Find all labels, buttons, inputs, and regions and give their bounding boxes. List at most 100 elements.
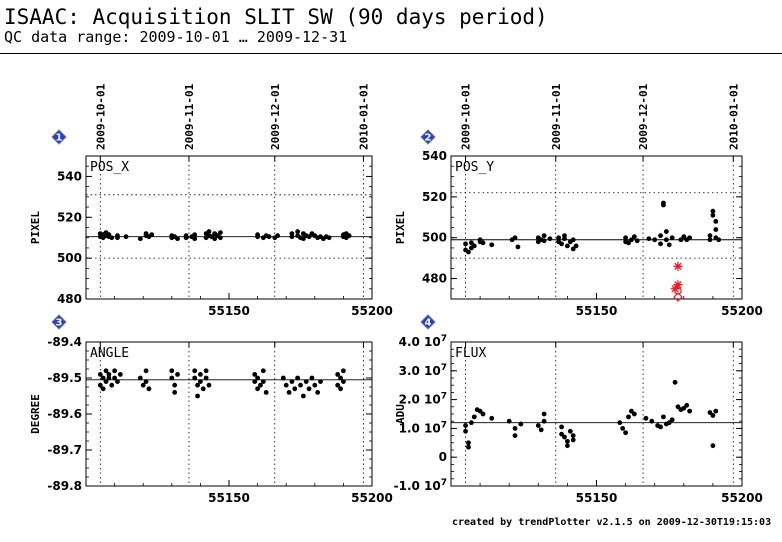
data-point	[315, 390, 321, 395]
data-point	[466, 440, 471, 446]
data-point	[312, 382, 318, 388]
data-point	[255, 386, 260, 392]
data-point	[707, 233, 713, 239]
data-point	[286, 390, 292, 395]
data-point	[710, 208, 716, 214]
data-point	[713, 218, 719, 224]
panel-title: POS_X	[90, 160, 129, 175]
data-point	[149, 232, 155, 238]
data-point	[298, 382, 303, 388]
y-tick-label: 520	[57, 210, 82, 224]
page-subtitle: QC data range: 2009-10-01 … 2009-12-31	[4, 28, 348, 46]
data-point	[570, 237, 576, 243]
data-point	[661, 414, 666, 420]
y-tick-label: 1.0 107	[399, 420, 447, 435]
data-point	[663, 229, 669, 234]
data-point	[556, 235, 562, 241]
data-point	[713, 408, 719, 414]
data-point	[570, 246, 576, 252]
data-point	[306, 234, 312, 240]
data-point	[175, 372, 180, 377]
data-point	[471, 243, 477, 249]
badge-diamond-icon	[420, 129, 436, 145]
data-point	[559, 424, 564, 430]
data-point	[143, 368, 149, 374]
x-tick-label: 55200	[721, 491, 763, 505]
y-tick-label: 480	[57, 292, 82, 306]
data-point	[629, 237, 634, 243]
data-point	[669, 235, 675, 241]
data-point	[212, 236, 218, 242]
chart-panel-4: -1.0 107 0 1.0 107 2.0 107 3.0 107 4.0 107 551…	[394, 314, 763, 505]
data-point	[626, 414, 631, 420]
data-point	[620, 426, 626, 431]
data-point	[306, 386, 312, 392]
data-point	[255, 375, 260, 381]
data-point	[295, 375, 301, 381]
x-tick-label: 55150	[208, 304, 250, 318]
data-point	[335, 382, 341, 388]
data-point	[218, 230, 223, 236]
data-point	[103, 379, 109, 384]
chart-panel-1: 2009-10-01 2009-11-01 2009-12-01 2010-01-01…	[29, 83, 393, 318]
data-point	[506, 418, 512, 424]
data-point	[97, 382, 103, 388]
panel-title: POS_Y	[455, 160, 494, 175]
data-point	[106, 232, 112, 238]
date-tick-label: 2009-11-01	[550, 83, 563, 150]
data-point	[172, 382, 178, 388]
data-point	[318, 379, 323, 384]
data-point	[303, 379, 309, 384]
data-point	[666, 242, 672, 248]
data-point	[198, 379, 203, 384]
y-tick-label: 540	[422, 149, 447, 163]
data-point	[687, 235, 693, 241]
data-point	[289, 234, 295, 240]
panel-badge-1: 1	[51, 129, 67, 145]
date-tick-label: 2009-10-01	[94, 83, 107, 150]
data-point	[143, 379, 149, 384]
badge-number: 1	[56, 133, 63, 144]
data-point	[192, 232, 198, 238]
date-tick-label: 2009-12-01	[269, 83, 282, 150]
data-point	[565, 443, 570, 449]
data-point	[541, 238, 547, 244]
data-point	[300, 236, 306, 242]
x-tick-label: 55200	[721, 304, 763, 318]
y-axis-label: ADU	[394, 404, 407, 424]
data-point	[283, 382, 289, 388]
data-point	[275, 233, 281, 239]
data-point	[106, 375, 112, 381]
data-point	[169, 375, 175, 381]
data-point	[678, 237, 684, 243]
data-point	[649, 418, 655, 424]
plot-frame	[450, 155, 743, 300]
data-point	[258, 382, 263, 388]
data-point	[631, 234, 637, 240]
outlier-star-marker	[673, 261, 683, 271]
data-point	[300, 393, 306, 399]
badge-diamond-icon	[51, 129, 67, 145]
data-point	[146, 386, 152, 392]
data-point	[112, 375, 117, 381]
data-point	[109, 235, 115, 241]
data-point	[112, 368, 117, 374]
panel-title: ANGLE	[90, 346, 129, 361]
chart-panel-2: 2009-10-01 2009-11-01 2009-12-01 2010-01-01…	[394, 83, 763, 318]
data-point	[617, 420, 623, 426]
data-point	[710, 212, 716, 218]
x-tick-label: 55200	[351, 491, 393, 505]
footer-credit: created by trendPlotter v2.1.5 on 2009-1…	[452, 517, 772, 528]
data-point	[681, 234, 687, 240]
y-tick-label: 500	[422, 231, 447, 245]
date-tick-label: 2009-11-01	[183, 83, 196, 150]
page-title: ISAAC: Acquisition SLIT SW (90 days peri…	[4, 5, 548, 29]
data-point	[710, 443, 716, 449]
data-point	[97, 372, 103, 377]
y-axis-label: PIXEL	[29, 211, 42, 244]
data-point	[541, 233, 547, 239]
outlier-diamond-marker	[673, 292, 683, 302]
badge-diamond-icon	[420, 314, 436, 330]
data-point	[541, 418, 547, 424]
y-tick-label: -89.6	[47, 407, 82, 421]
